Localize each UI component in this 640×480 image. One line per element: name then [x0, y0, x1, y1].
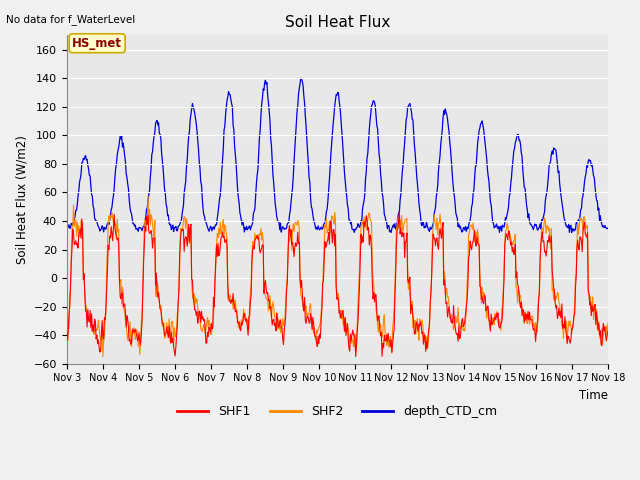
X-axis label: Time: Time [579, 389, 608, 402]
SHF1 [420, 333, 428, 338]
SHF1 [63, 330, 70, 336]
Line: depth_CTD_cm: depth_CTD_cm [67, 78, 608, 232]
SHF2 [63, 335, 70, 341]
SHF2 [420, 330, 428, 336]
Y-axis label: Soil Heat Flux (W/m2): Soil Heat Flux (W/m2) [15, 135, 28, 264]
SHF2 [604, 321, 612, 326]
depth_CTD_cm [604, 225, 612, 231]
SHF2 [185, 224, 193, 229]
Line: SHF1: SHF1 [67, 212, 608, 357]
depth_CTD_cm [297, 75, 305, 81]
depth_CTD_cm [73, 207, 81, 213]
SHF1 [604, 328, 612, 334]
SHF1 [183, 243, 191, 249]
Line: SHF2: SHF2 [67, 196, 608, 357]
SHF2 [144, 193, 152, 199]
depth_CTD_cm [404, 103, 412, 109]
depth_CTD_cm [350, 229, 358, 235]
SHF1 [396, 209, 403, 215]
depth_CTD_cm [420, 225, 428, 231]
Text: No data for f_WaterLevel: No data for f_WaterLevel [6, 14, 136, 25]
depth_CTD_cm [183, 158, 191, 164]
SHF1 [73, 242, 81, 248]
SHF2 [99, 354, 107, 360]
depth_CTD_cm [129, 216, 136, 222]
SHF2 [73, 233, 81, 239]
SHF1 [352, 354, 360, 360]
Title: Soil Heat Flux: Soil Heat Flux [285, 15, 390, 30]
depth_CTD_cm [212, 222, 220, 228]
SHF1 [212, 257, 220, 263]
depth_CTD_cm [63, 224, 70, 230]
SHF1 [129, 329, 136, 335]
SHF1 [404, 280, 412, 286]
SHF2 [213, 231, 221, 237]
Legend: SHF1, SHF2, depth_CTD_cm: SHF1, SHF2, depth_CTD_cm [172, 400, 502, 423]
SHF2 [404, 287, 412, 292]
SHF2 [129, 331, 137, 336]
Text: HS_met: HS_met [72, 37, 122, 50]
